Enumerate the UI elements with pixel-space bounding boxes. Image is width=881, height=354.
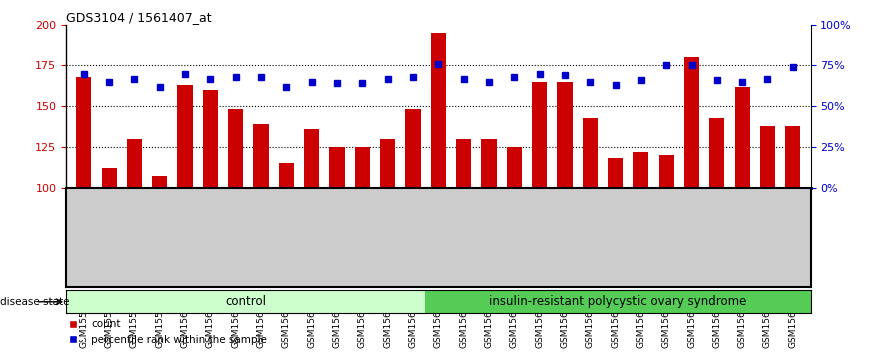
Bar bbox=[228, 109, 243, 188]
Bar bbox=[127, 139, 142, 188]
Bar bbox=[735, 87, 750, 188]
Bar bbox=[481, 139, 497, 188]
Bar bbox=[66, 290, 426, 313]
Bar bbox=[558, 82, 573, 188]
Bar bbox=[709, 118, 724, 188]
Bar bbox=[152, 176, 167, 188]
Bar bbox=[684, 57, 700, 188]
Bar bbox=[405, 109, 420, 188]
Legend: count, percentile rank within the sample: count, percentile rank within the sample bbox=[58, 315, 271, 349]
Bar bbox=[254, 124, 269, 188]
Text: disease state: disease state bbox=[0, 297, 70, 307]
Bar bbox=[329, 147, 344, 188]
Bar bbox=[785, 126, 801, 188]
Bar bbox=[278, 163, 294, 188]
Bar bbox=[177, 85, 193, 188]
Bar bbox=[659, 155, 674, 188]
Bar bbox=[608, 158, 623, 188]
Bar bbox=[355, 147, 370, 188]
Bar bbox=[456, 139, 471, 188]
Bar bbox=[760, 126, 775, 188]
Bar bbox=[426, 290, 811, 313]
Bar bbox=[380, 139, 396, 188]
Bar bbox=[532, 82, 547, 188]
Bar bbox=[507, 147, 522, 188]
Bar bbox=[582, 118, 598, 188]
Text: control: control bbox=[226, 295, 266, 308]
Bar bbox=[431, 33, 446, 188]
Text: GDS3104 / 1561407_at: GDS3104 / 1561407_at bbox=[66, 11, 211, 24]
Bar bbox=[304, 129, 319, 188]
Bar bbox=[633, 152, 648, 188]
Bar bbox=[76, 77, 92, 188]
Text: insulin-resistant polycystic ovary syndrome: insulin-resistant polycystic ovary syndr… bbox=[489, 295, 747, 308]
Bar bbox=[101, 168, 116, 188]
Bar bbox=[203, 90, 218, 188]
